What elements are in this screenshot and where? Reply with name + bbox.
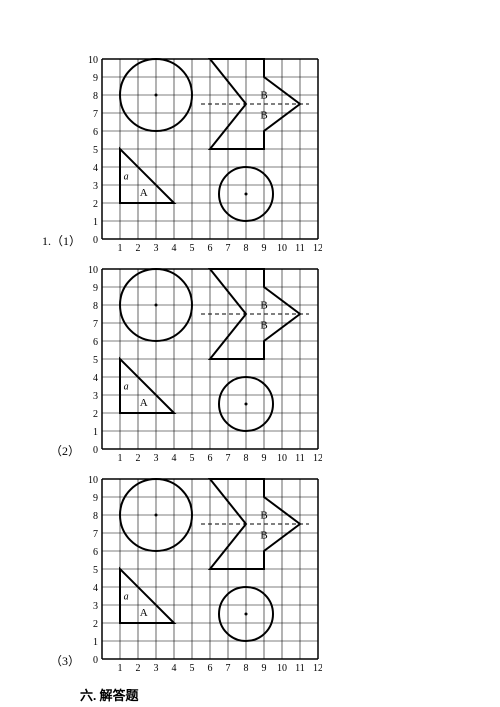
svg-text:7: 7: [93, 319, 98, 330]
svg-text:6: 6: [93, 127, 98, 138]
svg-text:2: 2: [136, 453, 141, 464]
svg-text:8: 8: [93, 301, 98, 312]
svg-text:10: 10: [88, 475, 98, 486]
svg-text:4: 4: [93, 163, 98, 174]
svg-text:A: A: [140, 607, 148, 619]
svg-text:1: 1: [118, 453, 123, 464]
grid-chart: 012345678910123456789101112AaBB: [80, 265, 322, 465]
svg-text:7: 7: [226, 243, 231, 254]
svg-text:3: 3: [154, 663, 159, 674]
svg-text:5: 5: [190, 243, 195, 254]
svg-text:B: B: [260, 319, 267, 331]
svg-text:9: 9: [262, 243, 267, 254]
svg-text:3: 3: [93, 181, 98, 192]
svg-text:4: 4: [172, 453, 177, 464]
svg-text:1: 1: [118, 663, 123, 674]
svg-text:2: 2: [136, 243, 141, 254]
svg-text:1: 1: [93, 427, 98, 438]
svg-text:12: 12: [313, 243, 322, 254]
svg-text:9: 9: [93, 493, 98, 504]
svg-text:10: 10: [277, 663, 287, 674]
svg-text:a: a: [124, 382, 129, 393]
svg-text:8: 8: [244, 243, 249, 254]
svg-text:11: 11: [295, 663, 305, 674]
svg-text:9: 9: [93, 73, 98, 84]
svg-text:2: 2: [93, 409, 98, 420]
svg-text:7: 7: [226, 663, 231, 674]
svg-text:7: 7: [226, 453, 231, 464]
svg-text:a: a: [124, 592, 129, 603]
svg-text:8: 8: [244, 663, 249, 674]
svg-text:12: 12: [313, 453, 322, 464]
svg-text:4: 4: [93, 583, 98, 594]
svg-text:10: 10: [277, 243, 287, 254]
svg-text:6: 6: [208, 453, 213, 464]
svg-text:8: 8: [244, 453, 249, 464]
svg-text:A: A: [140, 187, 148, 199]
svg-text:10: 10: [277, 453, 287, 464]
section-heading: 六. 解答题: [80, 685, 139, 704]
svg-text:3: 3: [93, 391, 98, 402]
grid-chart: 012345678910123456789101112AaBB: [80, 475, 322, 675]
svg-text:4: 4: [93, 373, 98, 384]
svg-text:11: 11: [295, 243, 305, 254]
svg-text:3: 3: [154, 453, 159, 464]
svg-text:2: 2: [93, 199, 98, 210]
svg-text:7: 7: [93, 529, 98, 540]
svg-text:0: 0: [93, 655, 98, 666]
svg-text:5: 5: [190, 453, 195, 464]
svg-text:5: 5: [93, 355, 98, 366]
svg-text:B: B: [260, 529, 267, 541]
svg-text:9: 9: [262, 453, 267, 464]
svg-text:5: 5: [93, 145, 98, 156]
figure-block: 012345678910123456789101112AaBB: [80, 55, 322, 259]
svg-text:B: B: [260, 109, 267, 121]
svg-text:2: 2: [93, 619, 98, 630]
svg-text:10: 10: [88, 265, 98, 276]
svg-text:8: 8: [93, 511, 98, 522]
grid-chart: 012345678910123456789101112AaBB: [80, 55, 322, 255]
svg-text:7: 7: [93, 109, 98, 120]
svg-text:a: a: [124, 172, 129, 183]
svg-text:2: 2: [136, 663, 141, 674]
svg-text:3: 3: [154, 243, 159, 254]
svg-text:6: 6: [93, 547, 98, 558]
svg-text:1: 1: [93, 217, 98, 228]
figure-block: 012345678910123456789101112AaBB: [80, 475, 322, 679]
svg-text:A: A: [140, 397, 148, 409]
svg-text:5: 5: [190, 663, 195, 674]
svg-text:3: 3: [93, 601, 98, 612]
svg-text:1: 1: [118, 243, 123, 254]
svg-text:9: 9: [262, 663, 267, 674]
problem-label: （2）: [50, 442, 80, 459]
svg-text:5: 5: [93, 565, 98, 576]
svg-text:B: B: [260, 510, 267, 522]
svg-text:B: B: [260, 300, 267, 312]
svg-text:4: 4: [172, 663, 177, 674]
svg-text:6: 6: [93, 337, 98, 348]
problem-label: 1.（1）: [42, 232, 81, 249]
figure-block: 012345678910123456789101112AaBB: [80, 265, 322, 469]
svg-text:8: 8: [93, 91, 98, 102]
svg-text:11: 11: [295, 453, 305, 464]
svg-text:0: 0: [93, 445, 98, 456]
svg-text:6: 6: [208, 663, 213, 674]
svg-text:0: 0: [93, 235, 98, 246]
svg-text:6: 6: [208, 243, 213, 254]
svg-text:12: 12: [313, 663, 322, 674]
svg-text:1: 1: [93, 637, 98, 648]
problem-label: （3）: [50, 652, 80, 669]
svg-text:B: B: [260, 90, 267, 102]
svg-text:4: 4: [172, 243, 177, 254]
svg-text:10: 10: [88, 55, 98, 66]
svg-text:9: 9: [93, 283, 98, 294]
